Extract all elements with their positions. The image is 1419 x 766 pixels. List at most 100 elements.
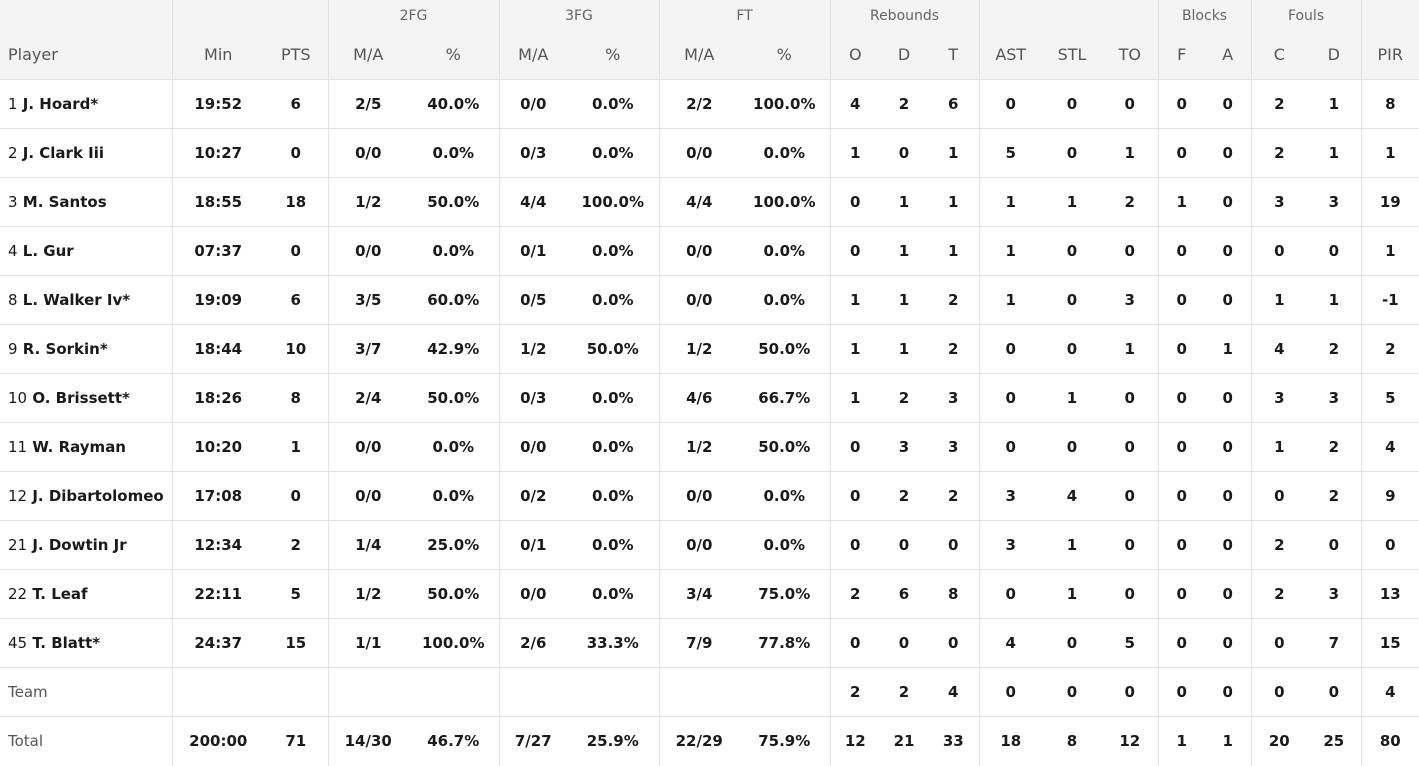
cell-stl: 0 <box>1042 667 1103 717</box>
cell-2fg-ma: 2/5 <box>327 79 408 129</box>
col-reb-d[interactable]: D <box>880 31 929 80</box>
col-to[interactable]: TO <box>1102 31 1159 80</box>
cell-2fg-pct: 0.0% <box>408 471 499 521</box>
col-foul-d[interactable]: D <box>1307 31 1362 80</box>
col-foul-c[interactable]: C <box>1250 31 1308 80</box>
player-number: 21 <box>8 535 28 554</box>
player-row[interactable]: 11 W. Rayman 10:20 1 0/0 0.0% 0/0 0.0% 1/2 50.0%… <box>0 422 1419 472</box>
player-row[interactable]: 12 J. Dibartolomeo 17:08 0 0/0 0.0% 0/2 0.0% 0/… <box>0 471 1419 521</box>
player-row[interactable]: 4 L. Gur 07:37 0 0/0 0.0% 0/1 0.0% 0/0 0.0% 0 1 1 1 0… <box>0 226 1419 276</box>
player-cell[interactable]: 9 R. Sorkin* <box>0 324 172 374</box>
col-player[interactable]: Player <box>0 31 172 80</box>
col-min[interactable]: Min <box>171 31 264 80</box>
col-pts[interactable]: PTS <box>264 31 328 80</box>
col-reb-o[interactable]: O <box>829 31 881 80</box>
player-row[interactable]: 8 L. Walker Iv* 19:09 6 3/5 60.0% 0/5 0.0% 0/0 0… <box>0 275 1419 325</box>
cell-3fg-ma: 4/4 <box>498 177 567 227</box>
player-row[interactable]: 45 T. Blatt* 24:37 15 1/1 100.0% 2/6 33.3% 7/9 7… <box>0 618 1419 668</box>
cell-3fg-pct: 33.3% <box>567 618 659 668</box>
player-number: 10 <box>8 388 28 407</box>
group-header-row: 2FG 3FG FT Rebounds Blocks Fouls <box>0 0 1419 31</box>
cell-reb-o: 1 <box>829 275 881 325</box>
player-row[interactable]: 9 R. Sorkin* 18:44 10 3/7 42.9% 1/2 50.0% 1/2 50… <box>0 324 1419 374</box>
cell-2fg-pct: 0.0% <box>408 128 499 178</box>
cell-blk-a: 0 <box>1205 471 1252 521</box>
player-name[interactable]: M. Santos <box>22 192 107 211</box>
player-name[interactable]: J. Dibartolomeo <box>32 486 164 505</box>
player-name[interactable]: J. Clark Iii <box>22 143 105 162</box>
cell-blk-f: 0 <box>1157 667 1206 717</box>
player-cell[interactable]: 2 J. Clark Iii <box>0 128 172 178</box>
player-row[interactable]: 3 M. Santos 18:55 18 1/2 50.0% 4/4 100.0% 4/4 10… <box>0 177 1419 227</box>
group-blank-min <box>171 0 328 31</box>
player-row[interactable]: 1 J. Hoard* 19:52 6 2/5 40.0% 0/0 0.0% 2/2 100.0… <box>0 79 1419 129</box>
player-name[interactable]: J. Hoard* <box>22 94 99 113</box>
cell-foul-d: 0 <box>1307 667 1362 717</box>
col-3fg-pct[interactable]: % <box>567 31 659 80</box>
total-label: Total <box>8 732 44 751</box>
col-pir[interactable]: PIR <box>1360 31 1419 80</box>
player-name[interactable]: T. Blatt* <box>32 633 101 652</box>
player-cell[interactable]: 45 T. Blatt* <box>0 618 172 668</box>
player-cell[interactable]: 1 J. Hoard* <box>0 79 172 129</box>
col-ast[interactable]: AST <box>978 31 1043 80</box>
player-cell[interactable]: 8 L. Walker Iv* <box>0 275 172 325</box>
player-name[interactable]: T. Leaf <box>32 584 88 603</box>
col-3fg-ma[interactable]: M/A <box>498 31 567 80</box>
player-name[interactable]: L. Walker Iv* <box>22 290 131 309</box>
cell-pts: 5 <box>264 569 328 619</box>
cell-min: 18:44 <box>171 324 264 374</box>
player-cell[interactable]: 4 L. Gur <box>0 226 172 276</box>
cell-pir: -1 <box>1360 275 1419 325</box>
col-2fg-ma[interactable]: M/A <box>327 31 408 80</box>
cell-reb-d: 1 <box>880 275 929 325</box>
cell-ast: 5 <box>978 128 1043 178</box>
cell-stl: 0 <box>1042 79 1103 129</box>
player-name[interactable]: O. Brissett* <box>32 388 130 407</box>
cell-ft-ma: 2/2 <box>658 79 739 129</box>
cell-blk-a: 0 <box>1205 128 1252 178</box>
cell-foul-c: 2 <box>1250 128 1308 178</box>
player-name[interactable]: J. Dowtin Jr <box>32 535 127 554</box>
cell-reb-o: 2 <box>829 667 881 717</box>
player-row[interactable]: 2 J. Clark Iii 10:27 0 0/0 0.0% 0/3 0.0% 0/0 0.0… <box>0 128 1419 178</box>
cell-2fg-ma: 3/5 <box>327 275 408 325</box>
player-row[interactable]: 10 O. Brissett* 18:26 8 2/4 50.0% 0/3 0.0% 4/6 6… <box>0 373 1419 423</box>
player-cell[interactable]: 12 J. Dibartolomeo <box>0 471 172 521</box>
cell-reb-t: 0 <box>928 520 980 570</box>
cell-ft-ma: 0/0 <box>658 226 739 276</box>
player-cell[interactable]: 11 W. Rayman <box>0 422 172 472</box>
player-name[interactable]: R. Sorkin* <box>22 339 108 358</box>
player-cell[interactable]: 10 O. Brissett* <box>0 373 172 423</box>
cell-to: 0 <box>1102 471 1159 521</box>
cell-2fg-ma: 1/1 <box>327 618 408 668</box>
cell-stl: 1 <box>1042 373 1103 423</box>
player-row[interactable]: 22 T. Leaf 22:11 5 1/2 50.0% 0/0 0.0% 3/4 75.0% 2… <box>0 569 1419 619</box>
cell-2fg-ma: 0/0 <box>327 422 408 472</box>
cell-2fg-pct: 25.0% <box>408 520 499 570</box>
player-cell[interactable]: 21 J. Dowtin Jr <box>0 520 172 570</box>
col-ft-ma[interactable]: M/A <box>658 31 739 80</box>
table-header: 2FG 3FG FT Rebounds Blocks Fouls Player … <box>0 0 1419 80</box>
col-2fg-pct[interactable]: % <box>408 31 499 80</box>
player-name[interactable]: W. Rayman <box>32 437 126 456</box>
player-name[interactable]: L. Gur <box>22 241 74 260</box>
col-stl[interactable]: STL <box>1042 31 1103 80</box>
cell-ft-ma: 0/0 <box>658 275 739 325</box>
group-fouls: Fouls <box>1250 0 1362 31</box>
player-cell[interactable]: 22 T. Leaf <box>0 569 172 619</box>
col-blk-f[interactable]: F <box>1157 31 1206 80</box>
cell-reb-d: 0 <box>880 618 929 668</box>
cell-foul-c: 0 <box>1250 226 1308 276</box>
cell-2fg-pct: 42.9% <box>408 324 499 374</box>
cell-stl: 1 <box>1042 177 1103 227</box>
player-cell[interactable]: 3 M. Santos <box>0 177 172 227</box>
player-row[interactable]: 21 J. Dowtin Jr 12:34 2 1/4 25.0% 0/1 0.0% 0/0 0… <box>0 520 1419 570</box>
cell-2fg-ma: 1/2 <box>327 177 408 227</box>
col-reb-t[interactable]: T <box>928 31 980 80</box>
player-number: 1 <box>8 94 18 113</box>
col-blk-a[interactable]: A <box>1205 31 1252 80</box>
cell-pir: 4 <box>1360 667 1419 717</box>
col-ft-pct[interactable]: % <box>739 31 831 80</box>
